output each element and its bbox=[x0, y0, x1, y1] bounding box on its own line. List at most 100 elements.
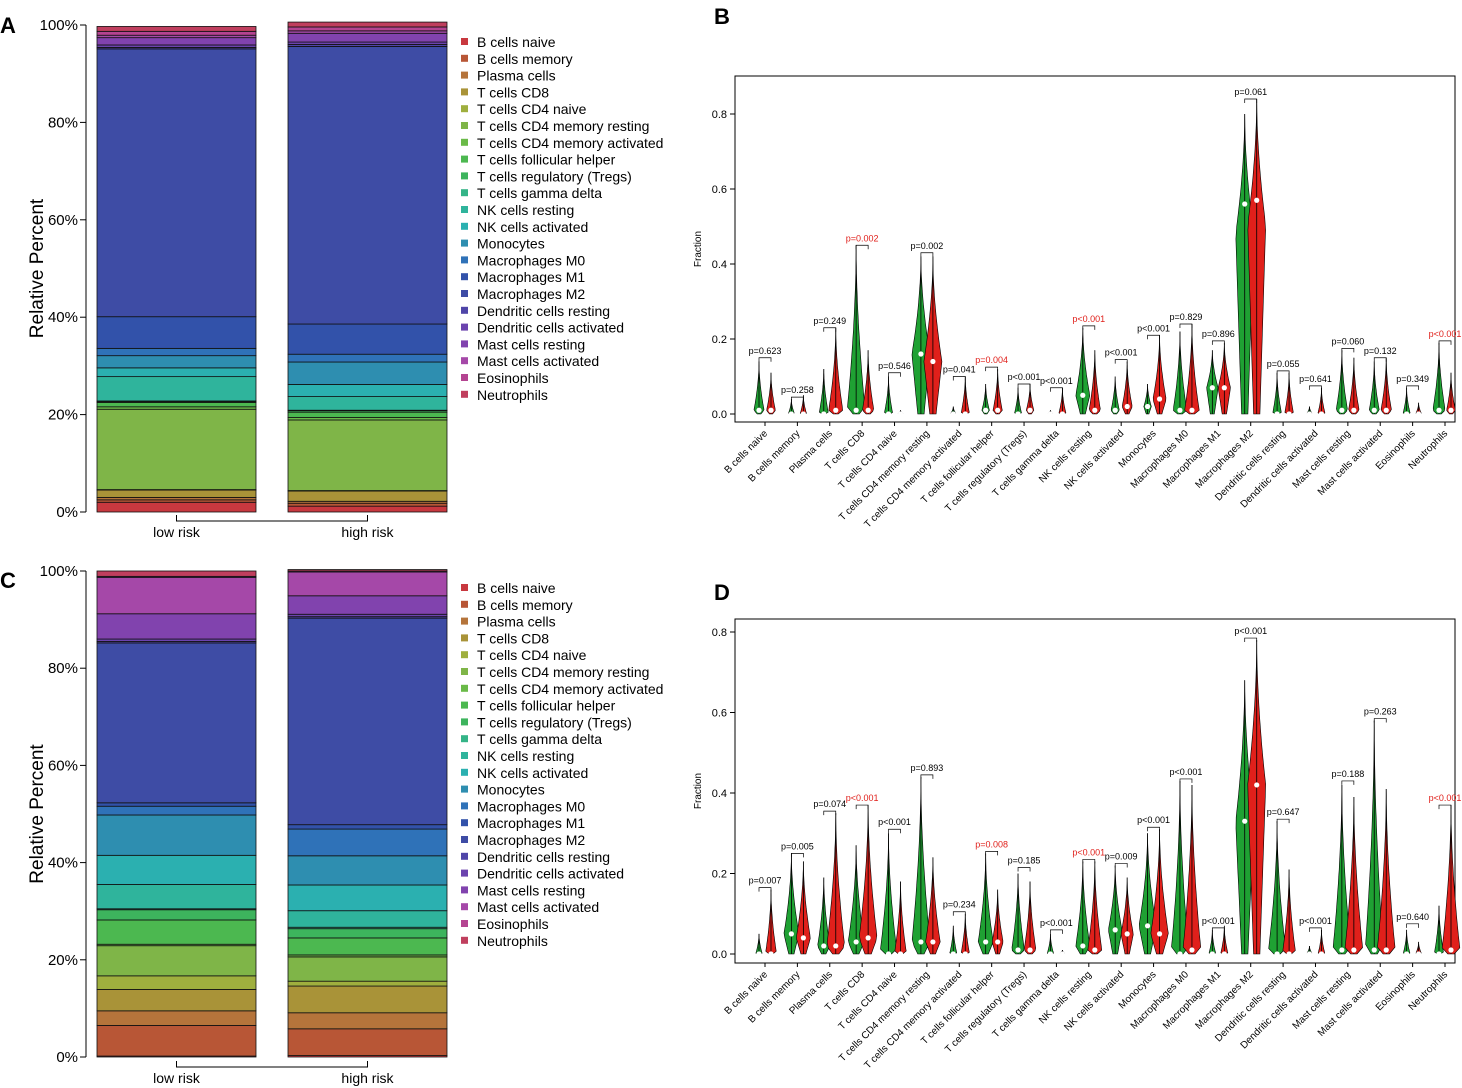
median-dot-high bbox=[833, 407, 839, 413]
bar-segment-eosinophils bbox=[287, 26, 448, 32]
median-dot-low bbox=[1112, 407, 1118, 413]
pvalue-bracket bbox=[1244, 98, 1258, 103]
median-dot-high bbox=[833, 943, 839, 949]
legend-swatch-t-cells-cd4-memory-resting bbox=[461, 668, 468, 675]
pvalue-bracket bbox=[855, 804, 869, 810]
pvalue-label: p=0.640 bbox=[1396, 912, 1429, 922]
median-dot-high bbox=[800, 935, 806, 941]
median-dot-high bbox=[930, 358, 936, 365]
panel-letter-d: D bbox=[714, 580, 730, 605]
legend-label: T cells follicular helper bbox=[477, 152, 616, 168]
bar-segment-t-cells-follicular-helper bbox=[96, 919, 257, 945]
legend-label: Dendritic cells activated bbox=[477, 866, 624, 882]
pvalue-bracket bbox=[758, 887, 772, 892]
legend-swatch-t-cells-cd8 bbox=[461, 634, 468, 642]
pvalue-bracket bbox=[1276, 370, 1290, 375]
pvalue-label: p<0.001 bbox=[1040, 918, 1073, 928]
x-axis-bracket bbox=[176, 515, 368, 522]
legend-label: NK cells activated bbox=[477, 219, 588, 235]
legend-label: Mast cells activated bbox=[477, 353, 599, 369]
bar-segment-nk-cells-resting bbox=[287, 396, 448, 411]
median-dot-low bbox=[1144, 403, 1151, 410]
legend-label: Macrophages M0 bbox=[477, 798, 585, 814]
median-dot-low bbox=[1339, 407, 1345, 413]
bar-segment-t-cells-cd4-naive bbox=[96, 975, 257, 990]
median-dot-high bbox=[1156, 931, 1163, 937]
pvalue-label: p=0.007 bbox=[749, 876, 782, 886]
median-dot-low bbox=[1112, 927, 1118, 933]
bar-segment-t-cells-regulatory-tregs bbox=[287, 928, 448, 939]
y-tick-label: 0.0 bbox=[712, 409, 727, 421]
legend-swatch-t-cells-cd4-naive bbox=[461, 105, 468, 113]
y-tick-label: 80% bbox=[48, 660, 78, 677]
median-dot-high bbox=[1416, 411, 1422, 417]
pvalue-bracket bbox=[1147, 826, 1160, 832]
y-tick-label: 0% bbox=[56, 504, 78, 521]
median-dot-high bbox=[1189, 947, 1195, 953]
bar-segment-mast-cells-resting bbox=[96, 613, 257, 640]
median-dot-high bbox=[1027, 407, 1033, 413]
legend-swatch-dendritic-cells-resting bbox=[461, 852, 468, 860]
median-dot-high bbox=[865, 407, 871, 413]
y-tick-label: 0.2 bbox=[712, 869, 727, 881]
bar-segment-t-cells-regulatory-tregs bbox=[96, 909, 257, 921]
legend-swatch-t-cells-cd8 bbox=[461, 88, 468, 96]
pvalue-label: p=0.002 bbox=[911, 241, 944, 251]
pvalue-bracket bbox=[952, 911, 966, 916]
pvalue-bracket bbox=[985, 851, 999, 856]
bar-segment-nk-cells-activated bbox=[96, 854, 257, 885]
median-dot-high bbox=[1448, 947, 1454, 953]
pvalue-label: p<0.001 bbox=[1008, 372, 1041, 382]
median-dot-high bbox=[897, 951, 904, 957]
bar-segment-t-cells-cd8 bbox=[287, 490, 448, 502]
pvalue-bracket bbox=[791, 396, 804, 402]
legend-label: Macrophages M2 bbox=[477, 832, 585, 848]
pvalue-label: p=0.009 bbox=[1105, 851, 1138, 861]
pvalue-bracket bbox=[1438, 804, 1452, 810]
legend-label: NK cells resting bbox=[477, 202, 574, 218]
legend-swatch-monocytes bbox=[461, 239, 468, 247]
median-dot-high bbox=[1059, 411, 1066, 417]
median-dot-high bbox=[962, 951, 968, 957]
legend-swatch-nk-cells-resting bbox=[461, 752, 468, 759]
legend-swatch-mast-cells-resting bbox=[461, 886, 468, 894]
legend-label: Macrophages M0 bbox=[477, 252, 585, 268]
legend-label: B cells memory bbox=[477, 51, 573, 67]
legend-swatch-nk-cells-activated bbox=[461, 768, 468, 776]
legend-label: Neutrophils bbox=[477, 933, 548, 949]
pvalue-label: p=0.002 bbox=[846, 233, 879, 243]
bar-segment-mast-cells-resting bbox=[96, 37, 257, 46]
x-category-label: high risk bbox=[341, 524, 394, 540]
pvalue-label: p=0.188 bbox=[1331, 769, 1364, 779]
stacked-bar-chart-c: 0% 20% 40% 60% 80% 100% Relative Percent low ri… bbox=[27, 563, 663, 1086]
legend-label: B cells naive bbox=[477, 34, 556, 50]
pvalue-bracket bbox=[985, 366, 999, 372]
panel-letter-b: B bbox=[714, 4, 730, 29]
bar-segment-mast-cells-resting bbox=[287, 32, 448, 43]
pvalue-bracket bbox=[920, 252, 934, 257]
y-tick-label: 100% bbox=[40, 563, 78, 580]
legend-label: T cells follicular helper bbox=[477, 698, 616, 714]
y-tick-label: 100% bbox=[40, 17, 78, 34]
y-tick-label: 20% bbox=[48, 952, 78, 969]
median-dot-low bbox=[1371, 947, 1377, 953]
median-dot-low bbox=[1306, 951, 1313, 957]
median-dot-high bbox=[1351, 407, 1357, 413]
bar-segment-mast-cells-activated bbox=[96, 576, 257, 615]
median-dot-low bbox=[1404, 411, 1410, 417]
y-tick-label: 20% bbox=[48, 407, 78, 424]
pvalue-label: p=0.349 bbox=[1396, 374, 1429, 384]
bar-segment-monocytes bbox=[287, 855, 448, 886]
pvalue-label: p=0.132 bbox=[1364, 346, 1397, 356]
median-dot-high bbox=[1254, 197, 1260, 203]
pvalue-label: p<0.001 bbox=[1040, 376, 1073, 386]
plot-frame bbox=[734, 618, 1456, 964]
bar-segment-macrophages-m0 bbox=[287, 828, 448, 857]
legend-swatch-nk-cells-activated bbox=[461, 222, 468, 230]
median-dot-high bbox=[1383, 947, 1389, 953]
legend-label: NK cells resting bbox=[477, 748, 574, 764]
legend-label: B cells naive bbox=[477, 580, 556, 596]
y-tick-label: 60% bbox=[48, 212, 78, 229]
pvalue-label: p=0.249 bbox=[813, 316, 846, 326]
legend-label: T cells CD8 bbox=[477, 630, 549, 646]
